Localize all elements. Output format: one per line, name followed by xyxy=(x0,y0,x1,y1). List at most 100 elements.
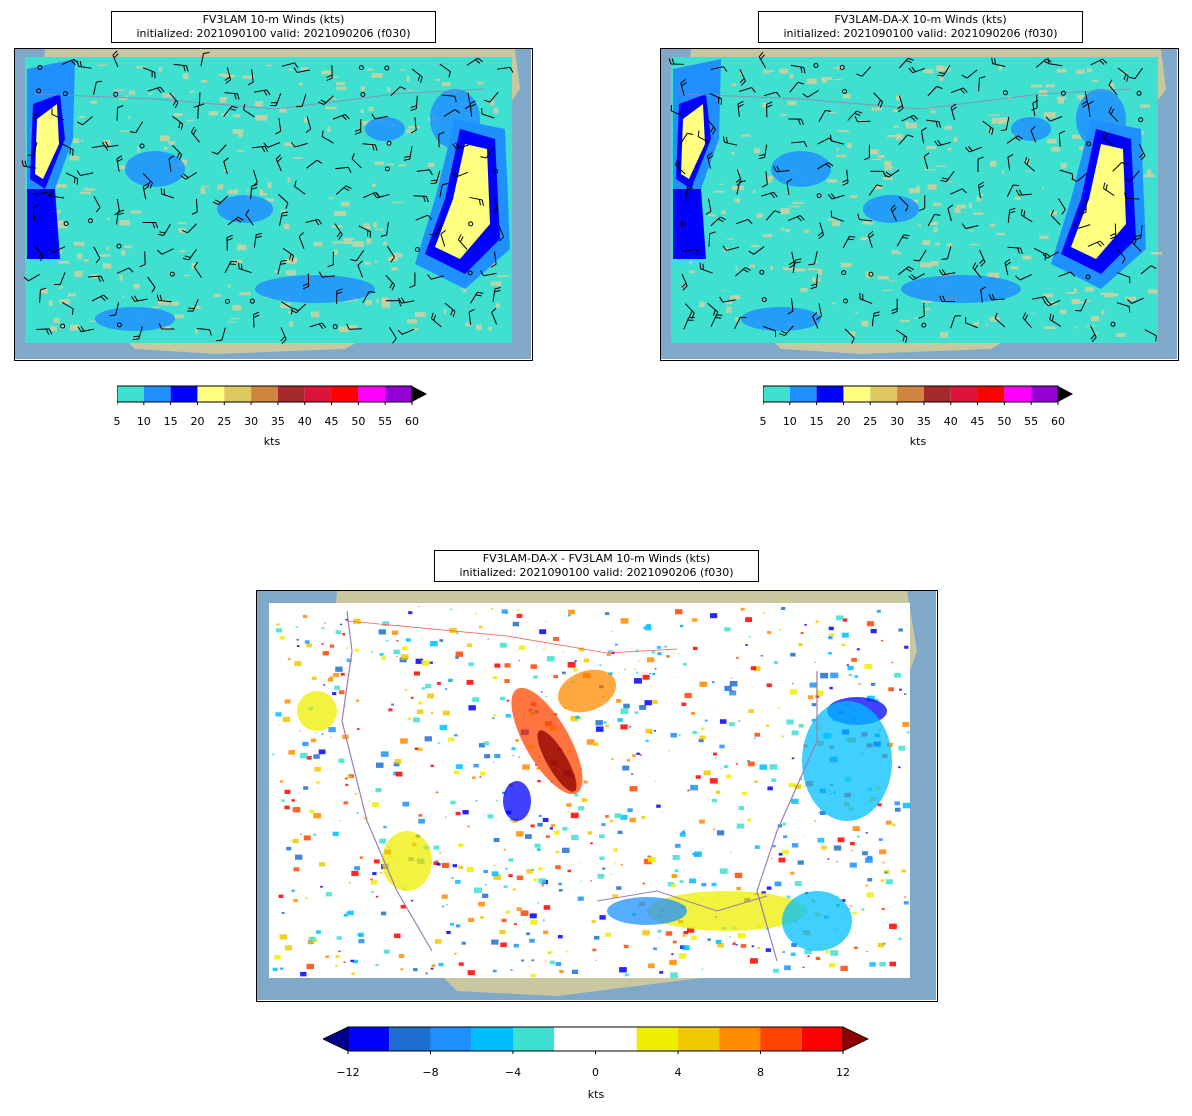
terrain-speckle xyxy=(227,284,231,288)
difference-speckle xyxy=(356,699,360,702)
difference-speckle xyxy=(471,776,476,780)
terrain-speckle xyxy=(784,228,791,233)
wind-barb xyxy=(827,193,845,200)
terrain-speckle xyxy=(213,293,221,298)
difference-speckle xyxy=(644,625,652,631)
difference-speckle xyxy=(546,656,555,662)
difference-speckle xyxy=(499,929,506,935)
difference-speckle xyxy=(815,956,821,961)
difference-speckle xyxy=(313,833,317,836)
difference-speckle xyxy=(451,876,454,879)
wind-barb xyxy=(937,64,951,77)
difference-speckle xyxy=(619,967,627,973)
wind-barb xyxy=(282,247,294,262)
difference-speckle xyxy=(441,894,448,899)
difference-speckle xyxy=(817,837,825,843)
wind-barb xyxy=(371,113,388,120)
difference-speckle xyxy=(508,874,513,878)
difference-speckle xyxy=(620,724,628,730)
difference-speckle xyxy=(594,935,600,940)
wind-barb xyxy=(115,209,125,225)
wind-barb xyxy=(950,103,957,121)
wind-barb xyxy=(211,144,227,155)
wind-barb xyxy=(76,60,92,69)
wind-barb xyxy=(386,245,395,263)
difference-speckle xyxy=(356,812,359,814)
terrain-speckle xyxy=(313,241,323,247)
terrain-speckle xyxy=(806,78,817,85)
terrain-speckle xyxy=(1148,289,1158,294)
wind-barb xyxy=(773,166,790,173)
difference-speckle xyxy=(865,884,869,887)
difference-speckle xyxy=(286,846,292,851)
difference-speckle xyxy=(854,946,858,950)
difference-speckle xyxy=(281,911,285,914)
terrain-speckle xyxy=(1100,292,1106,295)
wind-barb xyxy=(157,248,174,255)
difference-speckle xyxy=(649,673,651,674)
difference-speckle xyxy=(549,827,554,830)
colorbar-segment xyxy=(170,386,198,402)
difference-speckle xyxy=(284,805,290,810)
difference-speckle xyxy=(332,831,339,837)
difference-speckle xyxy=(701,968,704,970)
difference-speckle xyxy=(315,930,321,934)
terrain-speckle xyxy=(741,134,751,137)
terrain-speckle xyxy=(232,129,244,134)
terrain-speckle xyxy=(860,236,868,241)
difference-speckle xyxy=(700,727,705,731)
terrain-speckle xyxy=(490,281,502,286)
wind-barb xyxy=(965,146,982,153)
wind-barb xyxy=(277,193,289,209)
difference-speckle xyxy=(885,820,892,825)
wind-barb xyxy=(416,169,433,176)
wind-barb xyxy=(1125,170,1140,182)
difference-speckle xyxy=(629,817,636,823)
difference-speckle xyxy=(657,929,662,933)
difference-speckle xyxy=(716,830,725,836)
panel1-map-svg xyxy=(15,49,531,359)
difference-speckle xyxy=(784,965,791,971)
terrain-speckle xyxy=(168,141,176,145)
terrain-speckle xyxy=(1066,292,1075,295)
difference-speckle xyxy=(778,857,786,863)
calm-wind-circle xyxy=(249,298,255,304)
difference-speckle xyxy=(645,739,649,742)
difference-speckle xyxy=(511,747,516,751)
colorbar-segment xyxy=(471,1027,513,1051)
difference-speckle xyxy=(771,778,777,782)
colorbar-tick-label: 5 xyxy=(113,415,121,428)
terrain-speckle xyxy=(347,324,358,330)
wind-barb xyxy=(898,196,909,212)
terrain-speckle xyxy=(55,184,67,188)
difference-speckle xyxy=(555,962,562,966)
difference-speckle xyxy=(679,880,684,883)
wind-barb xyxy=(982,120,994,135)
terrain-speckle xyxy=(1140,104,1151,108)
terrain-speckle xyxy=(254,100,263,107)
difference-speckle xyxy=(854,675,859,678)
difference-speckle xyxy=(303,835,311,841)
wind-barb xyxy=(200,51,210,67)
terrain-speckle xyxy=(827,218,837,221)
difference-speckle xyxy=(394,759,402,764)
difference-speckle xyxy=(325,892,332,897)
terrain-speckle xyxy=(1022,255,1032,260)
difference-speckle xyxy=(504,679,510,683)
difference-speckle xyxy=(340,623,343,626)
terrain-speckle xyxy=(223,169,228,172)
difference-speckle xyxy=(466,679,474,685)
wind-barb xyxy=(908,66,926,74)
wind-barb xyxy=(427,274,444,280)
terrain-speckle xyxy=(1042,186,1045,189)
difference-speckle xyxy=(612,894,619,899)
difference-speckle xyxy=(818,812,820,814)
difference-speckle xyxy=(421,660,430,666)
difference-speckle xyxy=(380,751,389,757)
wind-barb xyxy=(965,316,978,329)
terrain-speckle xyxy=(218,73,230,77)
panel2-map-svg xyxy=(661,49,1177,359)
wind-barb xyxy=(817,222,825,240)
wind-10kt-region xyxy=(365,117,405,141)
wind-barb xyxy=(385,300,402,307)
